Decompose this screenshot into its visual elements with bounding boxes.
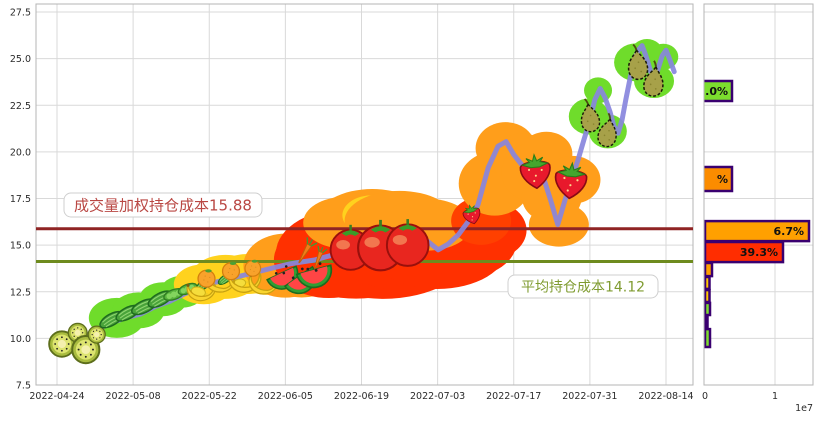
volume-x-tick-label: 1 [772, 391, 778, 402]
vwap-label: 成交量加权持仓成本15.88 [74, 196, 252, 214]
watermelon-icon [295, 262, 333, 289]
carrot-icon [314, 245, 328, 270]
x-tick-label: 2022-05-22 [182, 391, 237, 402]
volume-bar-label: .0% [705, 85, 728, 98]
x-tick-label: 2022-04-24 [29, 391, 84, 402]
vwap-label-box [63, 192, 263, 218]
strawberry-icon [554, 161, 588, 200]
orange-icon [197, 269, 216, 288]
y-tick-label: 10.0 [10, 334, 31, 345]
volume-bar [704, 301, 712, 317]
x-tick-label: 2022-08-14 [638, 391, 693, 402]
volume-bar [704, 275, 711, 291]
x-tick-label: 2022-07-03 [410, 391, 465, 402]
orange-icon [244, 259, 262, 277]
volume-bar-label-box [704, 79, 734, 103]
carrot-icon [298, 237, 318, 264]
volume-bar [704, 314, 709, 330]
main-plot-border [35, 3, 694, 386]
x-tick-label: 2022-07-31 [562, 391, 617, 402]
tomato-icon [385, 219, 430, 267]
volume-bar [704, 261, 714, 278]
volume-scale-label: 1e7 [795, 403, 813, 414]
x-tick-label: 2022-06-19 [334, 391, 389, 402]
volume-bar-label: 6.7% [773, 225, 804, 238]
pear-icon [597, 112, 617, 148]
strawberry-icon [462, 204, 481, 225]
y-tick-label: 12.5 [10, 287, 31, 298]
y-tick-label: 7.5 [16, 381, 31, 392]
y-tick-label: 27.5 [10, 8, 31, 19]
y-tick-label: 15.0 [10, 241, 31, 252]
volume-bar-label-box [704, 165, 734, 193]
volume-bar-label: 39.3% [740, 246, 778, 259]
avg-label: 平均持仓成本14.12 [521, 280, 645, 296]
kiwi-icon [87, 325, 106, 344]
pear-icon [627, 43, 649, 81]
x-tick-label: 2022-07-17 [486, 391, 541, 402]
avg-label-box [507, 274, 659, 299]
y-tick-label: 25.0 [10, 54, 31, 65]
volume-bar-label: % [717, 173, 728, 186]
volume-plot-border [703, 3, 814, 386]
volume-bar [704, 327, 712, 349]
kiwi-icon [48, 330, 76, 358]
volume-profile: 6.7% 39.3% .0%% [704, 79, 811, 349]
kiwi-icon [71, 335, 101, 365]
strawberry-icon [519, 153, 551, 190]
x-tick-label: 2022-05-08 [106, 391, 161, 402]
cost-reference-lines: 成交量加权持仓成本15.88 平均持仓成本14.12 [36, 192, 693, 299]
y-tick-label: 17.5 [10, 194, 31, 205]
fruit-markers [48, 43, 664, 365]
pear-icon [643, 60, 664, 97]
volume-bar [704, 288, 711, 304]
y-tick-label: 22.5 [10, 101, 31, 112]
pear-icon [580, 98, 601, 133]
axis-tick-labels: 7.5 10.0 12.5 15.0 17.5 20.0 22.5 25.0 27.5 2022-… [10, 8, 813, 415]
y-tick-label: 20.0 [10, 147, 31, 158]
orange-icon [221, 261, 241, 281]
volume-bar [704, 240, 785, 264]
volume-x-tick-label: 0 [702, 391, 708, 402]
x-tick-label: 2022-06-05 [258, 391, 313, 402]
